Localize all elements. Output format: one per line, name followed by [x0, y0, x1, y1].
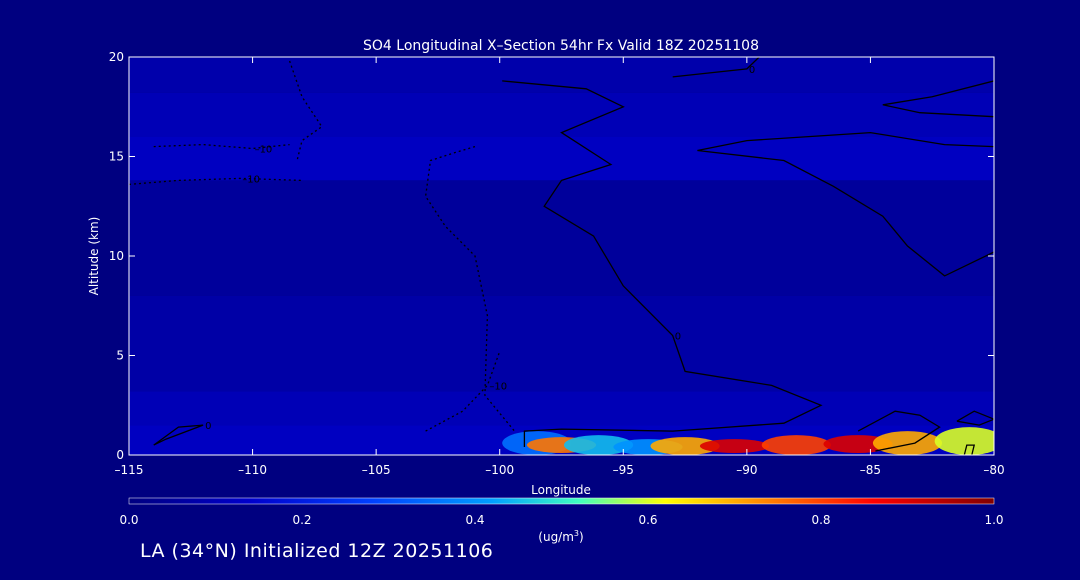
footer-initialized-text: LA (34°N) Initialized 12Z 20251106 — [140, 540, 494, 562]
x-tick-label-2: –105 — [362, 463, 391, 477]
colorbar-units-superscript: 3 — [574, 529, 579, 538]
contour-solid-3 — [882, 80, 994, 118]
x-tick-label-3: –100 — [485, 463, 514, 477]
x-axis-label: Longitude — [531, 483, 591, 497]
contour-solid-5 — [857, 410, 941, 452]
colorbar-ticks: 0.0 0.2 0.4 0.6 0.8 1.0 — [119, 513, 1003, 527]
colorbar-units: (ug/m3) — [538, 529, 583, 544]
x-tick-label-7: –80 — [983, 463, 1004, 477]
colorbar — [128, 497, 995, 505]
x-axis: –115 –110 –105 –100 –95 –90 –85 –80 — [115, 57, 1005, 477]
contour-label-9: –10 — [242, 174, 260, 185]
surface-maximum-cell-9 — [934, 427, 994, 455]
y-axis: 0 5 10 15 20 — [109, 50, 994, 462]
colorbar-tick-label-1: 0.2 — [292, 513, 311, 527]
field-band-1 — [129, 92, 994, 137]
x-tick-label-4: –95 — [613, 463, 634, 477]
plot-contours: 0 0 0 –10 –10 –10 — [129, 57, 994, 455]
colorbar-tick-label-2: 0.4 — [465, 513, 484, 527]
colorbar-tick-label-5: 1.0 — [984, 513, 1003, 527]
x-tick-label-5: –90 — [736, 463, 757, 477]
chart-title: SO4 Longitudinal X–Section 54hr Fx Valid… — [363, 38, 759, 54]
contour-solid-0 — [502, 80, 823, 447]
contour-solid-4 — [153, 424, 204, 446]
contour-label-8: –10 — [255, 145, 273, 156]
x-tick-label-0: –115 — [115, 463, 144, 477]
contour-label-1: 0 — [749, 65, 755, 76]
y-axis-label: Altitude (km) — [87, 217, 101, 296]
y-tick-label-0: 0 — [116, 448, 124, 462]
colorbar-tick-label-0: 0.0 — [119, 513, 138, 527]
colorbar-tick-label-3: 0.6 — [638, 513, 657, 527]
contour-solid-2 — [697, 131, 994, 277]
contour-solid-1 — [672, 57, 760, 78]
field-band-5 — [129, 391, 994, 426]
surface-maximum-cell-8 — [872, 431, 943, 455]
surface-maximum-cell-2 — [563, 435, 634, 455]
field-band-4 — [129, 295, 994, 392]
contour-dotted-10 — [425, 351, 501, 432]
surface-maximum-cell-6 — [761, 435, 831, 455]
x-tick-label-1: –110 — [238, 463, 267, 477]
contour-solid-6 — [956, 410, 994, 426]
field-band-0 — [129, 57, 994, 93]
field-band-2 — [129, 136, 994, 181]
field-band-3 — [129, 180, 994, 296]
x-tick-label-6: –85 — [860, 463, 881, 477]
contour-label-10: –10 — [489, 381, 507, 392]
contour-dotted-11 — [288, 60, 323, 161]
y-tick-label-2: 10 — [109, 249, 124, 263]
contour-label-0: 0 — [675, 332, 681, 343]
colorbar-units-text: (ug/m — [538, 530, 574, 544]
surface-maximum-cell-4 — [650, 437, 720, 455]
contour-label-4: 0 — [205, 421, 211, 432]
surface-maximum-cell-5 — [699, 439, 770, 454]
y-tick-label-1: 5 — [116, 349, 124, 363]
contour-solid-7 — [963, 444, 976, 455]
plot-field — [129, 57, 994, 455]
colorbar-units-close: ) — [579, 530, 584, 544]
y-tick-label-3: 15 — [109, 150, 124, 164]
y-tick-label-4: 20 — [109, 50, 124, 64]
contour-dotted-9 — [129, 177, 303, 186]
colorbar-tick-label-4: 0.8 — [811, 513, 830, 527]
